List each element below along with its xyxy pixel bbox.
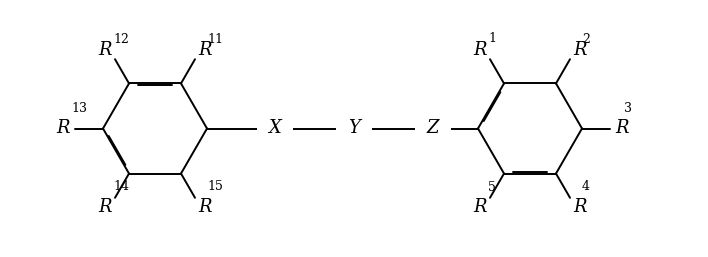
Text: 15: 15 (207, 180, 223, 193)
Text: R: R (615, 120, 629, 137)
Text: Y: Y (348, 120, 360, 137)
Text: 12: 12 (113, 33, 129, 46)
Text: Z: Z (427, 120, 439, 137)
Text: R: R (98, 198, 112, 216)
Text: X: X (268, 120, 282, 137)
Text: R: R (474, 41, 487, 59)
Text: R: R (198, 41, 212, 59)
Text: R: R (198, 198, 212, 216)
Text: R: R (573, 198, 586, 216)
Text: 3: 3 (624, 103, 632, 115)
Text: R: R (57, 120, 70, 137)
Text: R: R (474, 198, 487, 216)
Text: 4: 4 (582, 180, 590, 193)
Text: R: R (98, 41, 112, 59)
Text: 1: 1 (488, 32, 496, 45)
Text: 14: 14 (113, 180, 129, 193)
Text: 5: 5 (488, 181, 496, 194)
Text: R: R (573, 41, 586, 59)
Text: 13: 13 (71, 102, 87, 115)
Text: 2: 2 (582, 33, 590, 46)
Text: 11: 11 (207, 33, 223, 46)
